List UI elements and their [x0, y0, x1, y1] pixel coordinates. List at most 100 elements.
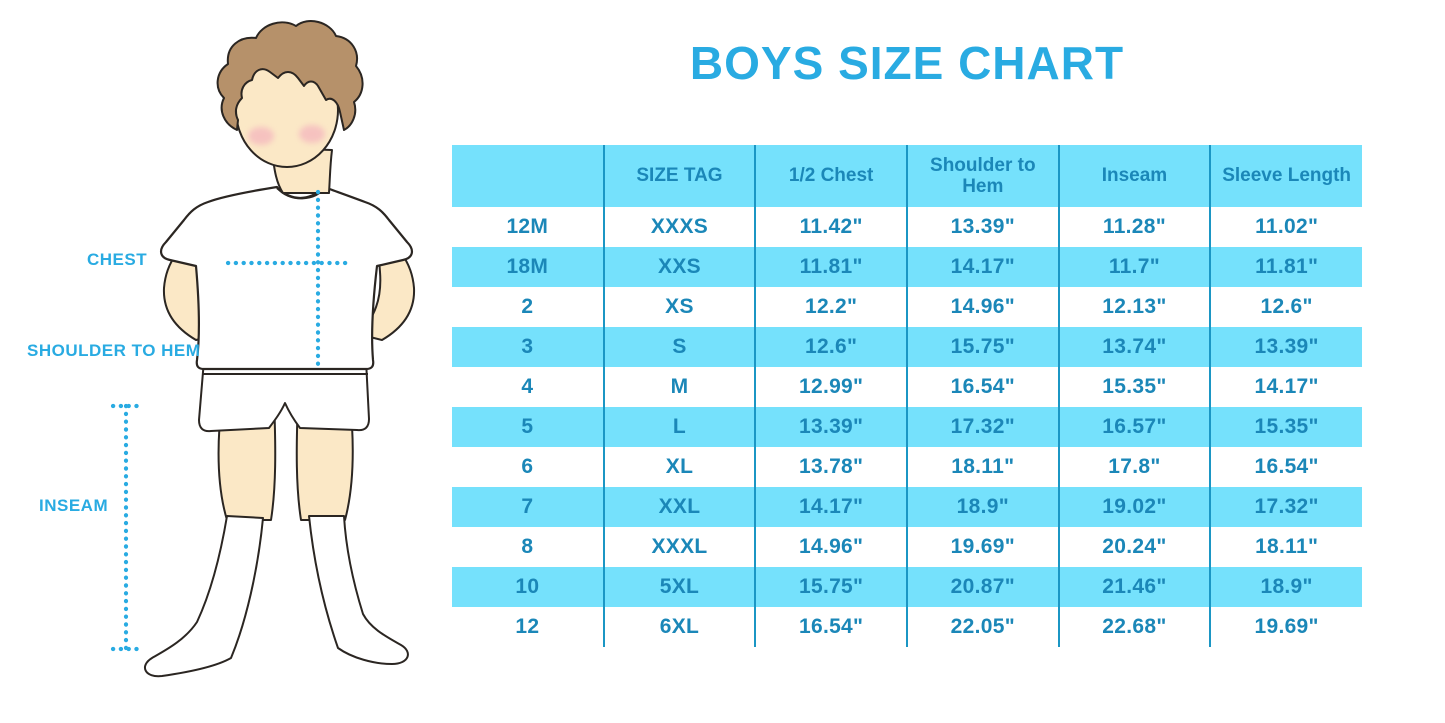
- table-cell: 13.74": [1057, 327, 1211, 367]
- table-cell: 18.11": [1209, 527, 1362, 567]
- table-cell: 19.69": [1209, 607, 1362, 647]
- table-cell: XXXS: [602, 207, 756, 247]
- inseam-label: INSEAM: [39, 496, 109, 515]
- size-label-cell: 5: [521, 415, 534, 438]
- table-row: 12M XXXS 11.42" 13.39" 11.28" 11.02": [452, 207, 1362, 247]
- table-cell: 14.96": [754, 527, 907, 567]
- size-table-body: 12M XXXS 11.42" 13.39" 11.28" 11.02" 18M XXS 11.…: [452, 207, 1362, 647]
- column-header: Sleeve Length: [1209, 145, 1362, 207]
- table-cell: 16.54": [905, 367, 1059, 407]
- size-label-cell: 6: [521, 455, 534, 478]
- table-cell: 11.42": [754, 207, 907, 247]
- table-row: 8 XXXL 14.96" 19.69" 20.24" 18.11": [452, 527, 1362, 567]
- column-header: Shoulder to Hem: [905, 145, 1059, 207]
- t-shirt: [160, 185, 413, 371]
- table-cell: 12.13": [1057, 287, 1211, 327]
- table-row: 2 XS 12.2" 14.96" 12.13" 12.6": [452, 287, 1362, 327]
- table-cell: 19.69": [905, 527, 1059, 567]
- table-row: 5 L 13.39" 17.32" 16.57" 15.35": [452, 407, 1362, 447]
- column-header: SIZE TAG: [602, 145, 756, 207]
- column-header: Inseam: [1057, 145, 1211, 207]
- table-cell: XXS: [602, 247, 756, 287]
- table-cell: 20.87": [905, 567, 1059, 607]
- table-cell: 16.54": [1209, 447, 1362, 487]
- table-cell: 11.81": [1209, 247, 1362, 287]
- table-cell: 17.8": [1057, 447, 1211, 487]
- table-cell: L: [602, 407, 756, 447]
- table-cell: 18.9": [905, 487, 1059, 527]
- table-cell: XXXL: [602, 527, 756, 567]
- size-label-cell: 8: [521, 535, 534, 558]
- hair: [216, 20, 364, 131]
- table-row: 7 XXL 14.17" 18.9" 19.02" 17.32": [452, 487, 1362, 527]
- table-cell: 5XL: [602, 567, 756, 607]
- table-cell: 19.02": [1057, 487, 1211, 527]
- table-cell: 22.68": [1057, 607, 1211, 647]
- size-label-cell: 18M: [506, 255, 549, 278]
- table-cell: 12.99": [754, 367, 907, 407]
- table-cell: 15.75": [754, 567, 907, 607]
- table-cell: 17.32": [905, 407, 1059, 447]
- boy-illustration: [110, 20, 416, 678]
- size-table: SIZE TAG 1/2 Chest Shoulder to Hem Inseam Sl…: [452, 145, 1362, 647]
- table-cell: 11.7": [1057, 247, 1211, 287]
- table-cell: 15.75": [905, 327, 1059, 367]
- table-cell: 13.39": [905, 207, 1059, 247]
- left-sock: [143, 515, 264, 678]
- table-row: 18M XXS 11.81" 14.17" 11.7" 11.81": [452, 247, 1362, 287]
- table-cell: 20.24": [1057, 527, 1211, 567]
- table-cell: 11.81": [754, 247, 907, 287]
- measurement-guides: [110, 189, 349, 652]
- column-header: 1/2 Chest: [754, 145, 907, 207]
- size-label-cell: 12: [515, 615, 540, 638]
- table-cell: 15.35": [1057, 367, 1211, 407]
- size-table-head-row: SIZE TAG 1/2 Chest Shoulder to Hem Inseam Sl…: [452, 145, 1362, 207]
- table-cell: 13.78": [754, 447, 907, 487]
- table-cell: 16.57": [1057, 407, 1211, 447]
- size-label-cell: 10: [515, 575, 540, 598]
- table-cell: 11.02": [1209, 207, 1362, 247]
- table-cell: 14.96": [905, 287, 1059, 327]
- shorts: [198, 359, 370, 433]
- table-row: 3 S 12.6" 15.75" 13.74" 13.39": [452, 327, 1362, 367]
- size-label-cell: 2: [521, 295, 534, 318]
- table-cell: 22.05": [905, 607, 1059, 647]
- page-title: BOYS SIZE CHART: [689, 37, 1125, 89]
- table-row: 12 6XL 16.54" 22.05" 22.68" 19.69": [452, 607, 1362, 647]
- size-label-cell: 12M: [506, 215, 549, 238]
- table-cell: 17.32": [1209, 487, 1362, 527]
- table-cell: 16.54": [754, 607, 907, 647]
- table-cell: XXL: [602, 487, 756, 527]
- table-cell: XL: [602, 447, 756, 487]
- shoulder-to-hem-label: SHOULDER TO HEM: [27, 341, 201, 360]
- table-cell: 13.39": [1209, 327, 1362, 367]
- size-table-head: SIZE TAG 1/2 Chest Shoulder to Hem Inseam Sl…: [452, 145, 1362, 207]
- size-label-cell: 4: [521, 375, 534, 398]
- size-label-cell: 7: [521, 495, 534, 518]
- table-cell: 15.35": [1209, 407, 1362, 447]
- size-label-cell: 3: [521, 335, 534, 358]
- table-row: 10 5XL 15.75" 20.87" 21.46" 18.9": [452, 567, 1362, 607]
- right-sock: [308, 515, 409, 665]
- right-cheek: [299, 125, 325, 143]
- table-cell: 21.46": [1057, 567, 1211, 607]
- table-cell: 6XL: [602, 607, 756, 647]
- chest-label: CHEST: [87, 250, 148, 269]
- table-cell: S: [602, 327, 756, 367]
- table-cell: 12.6": [1209, 287, 1362, 327]
- table-cell: 13.39": [754, 407, 907, 447]
- table-cell: 11.28": [1057, 207, 1211, 247]
- table-cell: 18.9": [1209, 567, 1362, 607]
- table-cell: 12.2": [754, 287, 907, 327]
- size-table-container: SIZE TAG 1/2 Chest Shoulder to Hem Inseam Sl…: [452, 145, 1362, 647]
- table-cell: 14.17": [754, 487, 907, 527]
- table-cell: 12.6": [754, 327, 907, 367]
- table-cell: 14.17": [1209, 367, 1362, 407]
- column-header: [452, 145, 604, 207]
- table-cell: 14.17": [905, 247, 1059, 287]
- table-row: 4 M 12.99" 16.54" 15.35" 14.17": [452, 367, 1362, 407]
- table-cell: 18.11": [905, 447, 1059, 487]
- table-cell: XS: [602, 287, 756, 327]
- left-cheek: [248, 127, 274, 145]
